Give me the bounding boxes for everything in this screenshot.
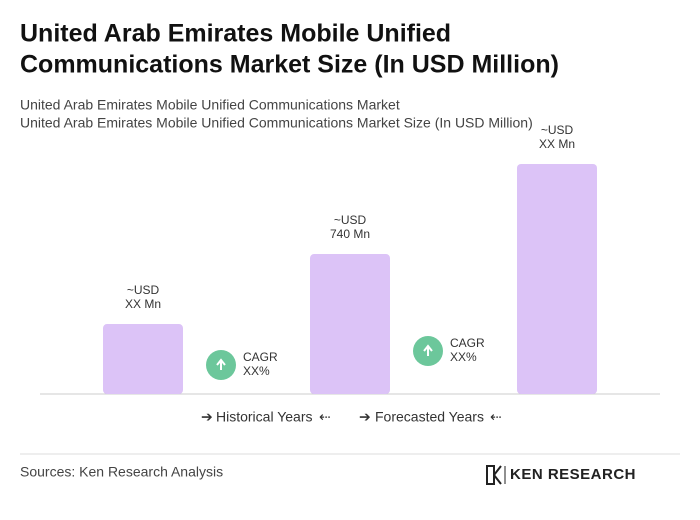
bar: [103, 324, 183, 394]
logo-icon: [486, 465, 502, 485]
source: Sources: Ken Research Analysis: [20, 464, 223, 480]
legend-arrow: ⇠: [319, 409, 331, 425]
subtitle: United Arab Emirates Mobile Unified Comm…: [20, 115, 533, 131]
bar: [517, 164, 597, 394]
legend-arrow: ➔: [201, 409, 213, 425]
chart-title: United Arab Emirates Mobile Unified: [20, 20, 451, 48]
value-label: XX Mn: [125, 297, 161, 311]
legend-label: Historical Years: [216, 409, 313, 425]
bar: [310, 254, 390, 394]
cagr-label: CAGR: [450, 336, 485, 350]
cagr-arrow: [216, 358, 226, 370]
cagr-label: XX%: [450, 350, 477, 364]
subtitle: United Arab Emirates Mobile Unified Comm…: [20, 97, 400, 113]
legend-arrow: ⇠: [490, 409, 502, 425]
legend-arrow: ➔: [359, 409, 371, 425]
value-label: ~USD: [334, 213, 367, 227]
cagr-label: CAGR: [243, 350, 278, 364]
value-label: XX Mn: [539, 137, 575, 151]
value-label: ~USD: [127, 283, 160, 297]
legend-label: Forecasted Years: [375, 409, 484, 425]
cagr-label: XX%: [243, 364, 270, 378]
cagr-arrow: [423, 344, 433, 356]
value-label: 740 Mn: [330, 227, 370, 241]
chart-title: Communications Market Size (In USD Milli…: [20, 51, 559, 79]
logo: KEN RESEARCH: [510, 466, 636, 483]
value-label: ~USD: [541, 123, 574, 137]
